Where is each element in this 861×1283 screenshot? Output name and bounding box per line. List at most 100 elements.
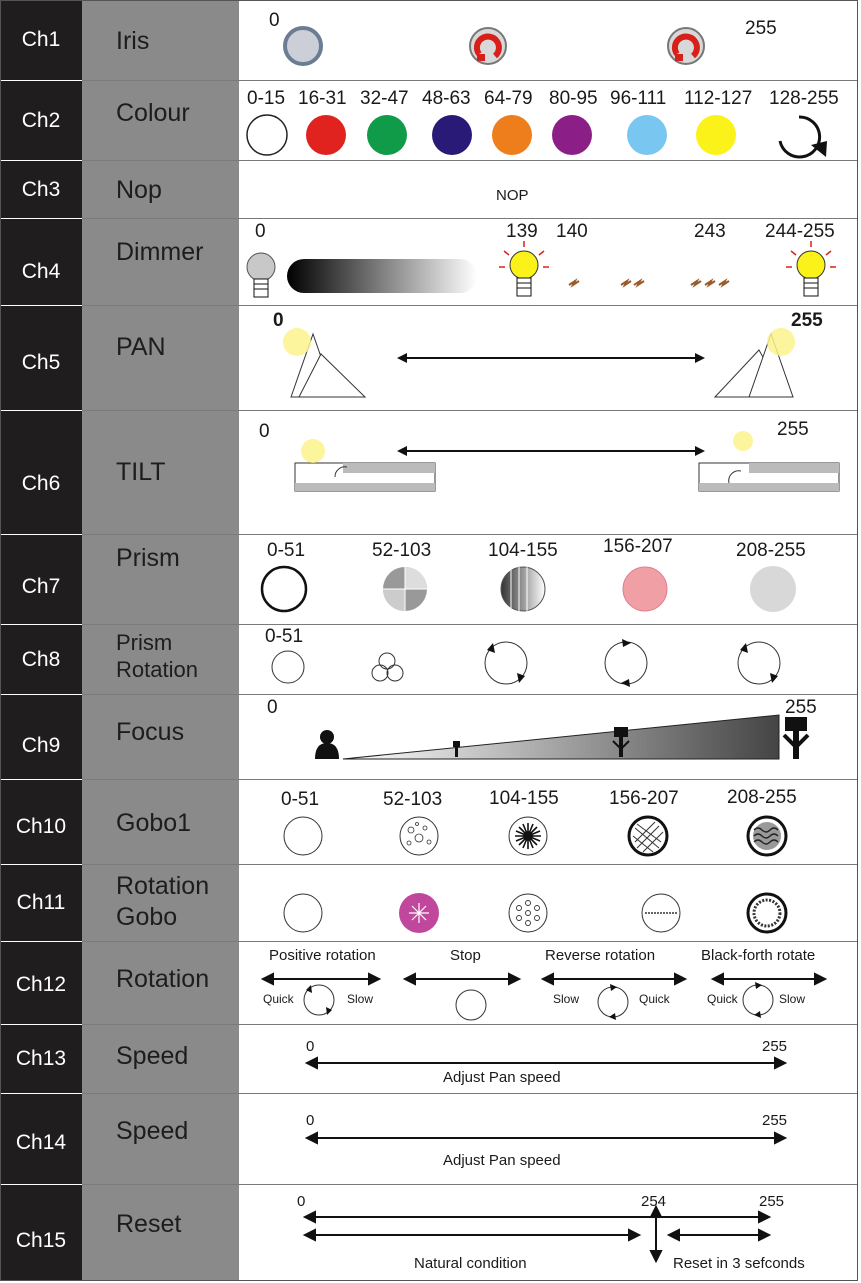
value-label: 64-79 bbox=[484, 88, 533, 109]
pan-left-fixture-icon bbox=[283, 328, 367, 398]
focus-tree-medium-icon bbox=[612, 727, 630, 757]
row-ch15: Ch15 Reset 0 254 255 Natural condition R… bbox=[0, 1185, 861, 1281]
channel-label: Ch9 bbox=[0, 695, 82, 779]
channel-label: Ch14 bbox=[0, 1094, 82, 1184]
function-label-line1: Rotation bbox=[116, 872, 210, 900]
gobo-dots-icon bbox=[399, 816, 439, 856]
function-label: Reset bbox=[82, 1185, 239, 1281]
value-label: 255 bbox=[785, 697, 817, 718]
colour-purple-icon bbox=[552, 115, 592, 155]
gobo-burst-icon bbox=[399, 893, 439, 933]
function-label: Gobo1 bbox=[82, 780, 239, 864]
focus-diagram bbox=[315, 714, 810, 760]
rotate-ccw-icon bbox=[604, 639, 648, 687]
value-label: 255 bbox=[762, 1112, 788, 1129]
bulb-off-icon bbox=[246, 252, 276, 298]
iris-open-icon bbox=[283, 26, 323, 66]
row-content: 0 255 Adjust Pan speed bbox=[239, 1094, 856, 1184]
rotation-gobo-icons bbox=[283, 892, 788, 934]
row-ch6: Ch6 TILT 0 255 bbox=[0, 411, 861, 534]
row-content: 0-51 52-103 104-155 156-207 208-255 bbox=[239, 535, 856, 624]
strobe-fast-icon bbox=[690, 278, 730, 288]
colour-wheel-icons bbox=[246, 114, 827, 159]
value-label: 96-111 bbox=[610, 88, 667, 109]
prism-rotation-icons bbox=[271, 639, 781, 687]
channel-label: Ch1 bbox=[0, 0, 82, 80]
gobo-open-icon bbox=[283, 893, 323, 933]
value-label: 0-51 bbox=[267, 540, 306, 561]
channel-label: Ch13 bbox=[0, 1025, 82, 1093]
value-label: 80-95 bbox=[549, 88, 598, 109]
colour-white-icon bbox=[246, 114, 288, 156]
prism-triple-icon bbox=[371, 652, 404, 682]
row-content: 0-51 52-103 104-155 156-207 208-255 bbox=[239, 780, 856, 864]
focus-tree-small-icon bbox=[453, 741, 460, 757]
row-content: 0 255 bbox=[239, 306, 856, 410]
prism-open-icon bbox=[260, 565, 308, 613]
row-ch10: Ch10 Gobo1 0-51 52-103 104-155 156-207 2… bbox=[0, 780, 861, 864]
function-label: Focus bbox=[82, 695, 239, 779]
gobo-wave-icon bbox=[746, 815, 788, 857]
value-label: 140 bbox=[556, 221, 588, 242]
value-label: 52-103 bbox=[383, 789, 443, 810]
colour-blue-icon bbox=[432, 115, 472, 155]
bulb-on-icon bbox=[786, 241, 836, 297]
speed-arrow bbox=[304, 1056, 788, 1070]
function-label: PAN bbox=[82, 306, 239, 410]
value-label: 32-47 bbox=[360, 88, 409, 109]
tilt-diagram bbox=[294, 431, 840, 492]
colour-lightblue-icon bbox=[627, 115, 667, 155]
reverse-rotation-label: Reverse rotation bbox=[545, 947, 656, 964]
prism-static-icon bbox=[271, 650, 305, 684]
value-label: 208-255 bbox=[727, 787, 797, 808]
value-label: 0 bbox=[273, 310, 284, 331]
channel-label: Ch3 bbox=[0, 161, 82, 218]
function-label: Iris bbox=[82, 0, 239, 80]
colour-red-icon bbox=[306, 115, 346, 155]
value-label: 255 bbox=[762, 1038, 788, 1055]
function-label-line2: Rotation bbox=[116, 657, 198, 682]
gobo-star-icon bbox=[508, 816, 548, 856]
slow-label: Slow bbox=[347, 992, 374, 1006]
channel-label: Ch7 bbox=[0, 535, 82, 624]
rotate-arrow-icon bbox=[778, 115, 827, 159]
row-ch2: Ch2 Colour 0-15 16-31 32-47 48-63 64-79 … bbox=[0, 81, 861, 160]
row-content: 0-51 bbox=[239, 625, 856, 694]
gobo-mesh-icon bbox=[627, 815, 669, 857]
colour-orange-icon bbox=[492, 115, 532, 155]
function-label: Dimmer bbox=[82, 219, 239, 305]
pan-right-fixture-icon bbox=[713, 328, 795, 398]
natural-condition-caption: Natural condition bbox=[414, 1255, 527, 1272]
gobo1-icons bbox=[283, 815, 788, 857]
function-label: Prism Rotation bbox=[82, 625, 239, 694]
speed-caption: Adjust Pan speed bbox=[443, 1152, 561, 1169]
gobo-line-icon bbox=[641, 893, 681, 933]
row-ch9: Ch9 Focus 0 255 bbox=[0, 695, 861, 779]
slow-label: Slow bbox=[779, 992, 806, 1006]
value-label: 48-63 bbox=[422, 88, 471, 109]
value-label: 0 bbox=[306, 1038, 315, 1055]
prism-icons bbox=[260, 565, 796, 613]
prism-linear-icon bbox=[500, 566, 546, 612]
value-label: 0-15 bbox=[247, 88, 286, 109]
value-label: 156-207 bbox=[609, 788, 679, 809]
prism-pink-icon bbox=[622, 566, 668, 612]
value-label: 0 bbox=[259, 421, 270, 442]
value-label: 0 bbox=[269, 10, 280, 31]
value-label: 104-155 bbox=[488, 540, 558, 561]
row-content: 0 254 255 Natural condition Reset in 3 s… bbox=[239, 1185, 856, 1281]
row-ch4: Ch4 Dimmer 0 139 140 243 244-255 bbox=[0, 219, 861, 305]
function-label: Prism bbox=[82, 535, 239, 624]
gobo-ring-icon bbox=[746, 892, 788, 934]
channel-label: Ch5 bbox=[0, 306, 82, 410]
channel-label: Ch6 bbox=[0, 411, 82, 534]
tilt-left-fixture-icon bbox=[294, 439, 436, 492]
quick-label: Quick bbox=[639, 992, 670, 1006]
row-content: 0 255 bbox=[239, 0, 856, 80]
bulb-on-icon bbox=[499, 241, 549, 297]
channel-label: Ch12 bbox=[0, 942, 82, 1024]
value-label: 208-255 bbox=[736, 540, 806, 561]
value-label: 0-51 bbox=[265, 626, 304, 647]
stop-icon bbox=[455, 989, 487, 1021]
